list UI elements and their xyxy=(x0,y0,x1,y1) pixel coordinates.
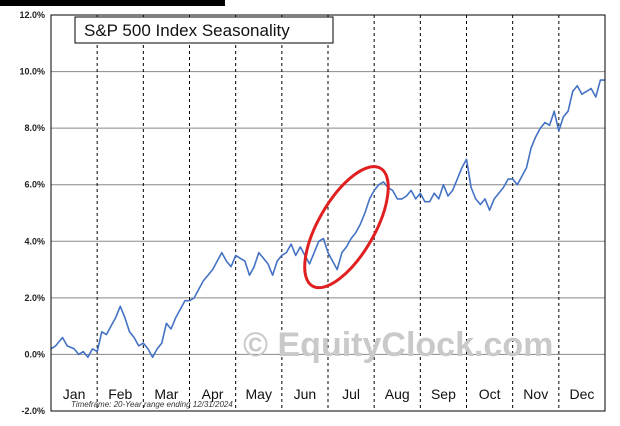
y-tick-label: 2.0% xyxy=(24,293,45,303)
watermark: © EquityClock.com xyxy=(243,326,553,364)
top-edge-bar xyxy=(0,0,225,6)
highlight-ellipse xyxy=(303,165,390,290)
x-tick-label: May xyxy=(246,386,272,402)
y-tick-label: -2.0% xyxy=(21,406,45,416)
y-tick-label: 12.0% xyxy=(19,10,45,20)
x-tick-label: Jun xyxy=(294,386,317,402)
x-tick-label: Oct xyxy=(479,386,501,402)
title-box: S&P 500 Index Seasonality xyxy=(74,16,334,44)
y-tick-label: 4.0% xyxy=(24,236,45,246)
x-tick-label: Feb xyxy=(108,386,132,402)
plot-border xyxy=(50,14,606,412)
title-box-frame xyxy=(74,16,334,44)
y-tick-label: 0.0% xyxy=(24,349,45,359)
x-tick-label: Mar xyxy=(154,386,178,402)
y-tick-label: 6.0% xyxy=(24,180,45,190)
series-line xyxy=(50,79,605,359)
vertical-gridlines xyxy=(96,15,560,411)
x-tick-label: Jul xyxy=(342,386,360,402)
x-axis-ticks: Jan Feb Mar Apr May Jun Jul Aug Sep Oct Nov Dec xyxy=(63,386,595,402)
timeframe-footnote: Timeframe: 20-Year range ending 12/31/20… xyxy=(71,400,233,409)
x-tick-label: Sep xyxy=(431,386,456,402)
x-tick-label: Jan xyxy=(63,386,86,402)
annotation-layer xyxy=(303,165,390,290)
x-tick-label: Aug xyxy=(385,386,410,402)
x-tick-label: Nov xyxy=(523,386,548,402)
chart-title: S&P 500 Index Seasonality xyxy=(84,21,290,40)
x-tick-label: Dec xyxy=(569,386,594,402)
y-tick-label: 10.0% xyxy=(19,67,45,77)
series-layer xyxy=(50,79,605,359)
y-axis-ticks: 12.0% 10.0% 8.0% 6.0% 4.0% 2.0% 0.0% -2.0% xyxy=(19,10,45,416)
x-tick-label: Apr xyxy=(202,386,224,402)
y-tick-label: 8.0% xyxy=(24,123,45,133)
